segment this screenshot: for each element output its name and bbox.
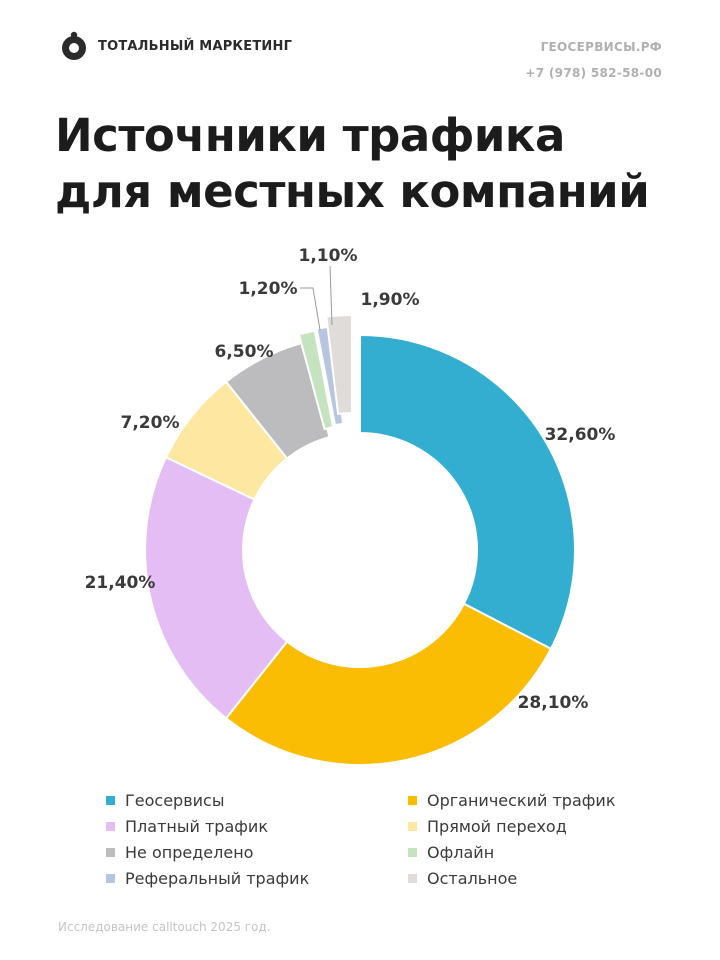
contacts: ГЕОСЕРВИСЫ.РФ +7 (978) 582-58-00: [525, 34, 662, 86]
legend-swatch: [408, 847, 417, 857]
data-label-платный-трафик: 21,40%: [85, 573, 156, 593]
legend-item: Остальное: [408, 866, 646, 890]
slice-платный-трафик: [144, 455, 289, 720]
brand-name: ТОТАЛЬНЫЙ МАРКЕТИНГ: [98, 38, 293, 54]
leader-line-офлайн: [300, 287, 321, 331]
slice-геосервисы: [359, 333, 576, 651]
data-labels: 32,60% 28,10% 21,40% 7,20% 6,50% 1,20%1,10% 1,…: [85, 246, 616, 713]
legend-item: Не определено: [106, 840, 408, 864]
legend-label: Не определено: [125, 842, 254, 862]
legend-swatch: [408, 821, 417, 831]
legend-label: Органический трафик: [427, 790, 616, 810]
site-link[interactable]: ГЕОСЕРВИСЫ.РФ: [540, 40, 662, 54]
page-title-line-2: для местных компаний: [55, 165, 650, 218]
legend-item: Прямой переход: [408, 814, 646, 838]
legend-swatch: [106, 847, 115, 857]
legend-swatch: [106, 795, 115, 805]
page-title: Источники трафика для местных компаний: [55, 108, 650, 220]
legend-label: Прямой переход: [427, 816, 567, 836]
brand-logo-icon: [62, 31, 86, 60]
footnote: Исследование calltouch 2025 год.: [58, 920, 271, 934]
data-label-органический-трафик: 28,10%: [518, 693, 589, 713]
legend-swatch: [106, 873, 115, 883]
legend-item: Платный трафик: [106, 814, 408, 838]
data-label-геосервисы: 32,60%: [545, 425, 616, 445]
data-label-офлайн: 1,20%: [239, 279, 298, 299]
page-title-line-1: Источники трафика: [55, 109, 565, 162]
data-label-прямой-переход: 7,20%: [121, 413, 180, 433]
legend-swatch: [408, 795, 417, 805]
data-label-не-определено: 6,50%: [215, 342, 274, 362]
legend-label: Остальное: [427, 868, 518, 888]
legend-item: Офлайн: [408, 840, 646, 864]
legend-item: Органический трафик: [408, 788, 646, 812]
donut-slices: [144, 313, 576, 766]
legend-swatch: [106, 821, 115, 831]
slice-органический-трафик: [224, 602, 553, 766]
chart-legend: Геосервисы Органический трафик Платный тра…: [106, 788, 646, 890]
legend-label: Геосервисы: [125, 790, 225, 810]
legend-item: Реферальный трафик: [106, 866, 408, 890]
slice-остальное: [325, 313, 353, 415]
legend-label: Платный трафик: [125, 816, 268, 836]
data-label-реферальный-трафик: 1,10%: [299, 246, 358, 266]
donut-chart: 32,60% 28,10% 21,40% 7,20% 6,50% 1,20%1,10% 1,…: [85, 246, 616, 766]
legend-label: Офлайн: [427, 842, 495, 862]
slice-офлайн: [297, 329, 335, 431]
legend-label: Реферальный трафик: [125, 868, 310, 888]
legend-swatch: [408, 873, 417, 883]
label-leader-lines: [300, 265, 333, 331]
brand: ТОТАЛЬНЫЙ МАРКЕТИНГ: [58, 30, 292, 62]
data-label-остальное: 1,90%: [361, 290, 420, 310]
legend-item: Геосервисы: [106, 788, 408, 812]
leader-line-реферальный-трафик: [329, 265, 333, 326]
phone-number[interactable]: +7 (978) 582-58-00: [525, 66, 662, 80]
